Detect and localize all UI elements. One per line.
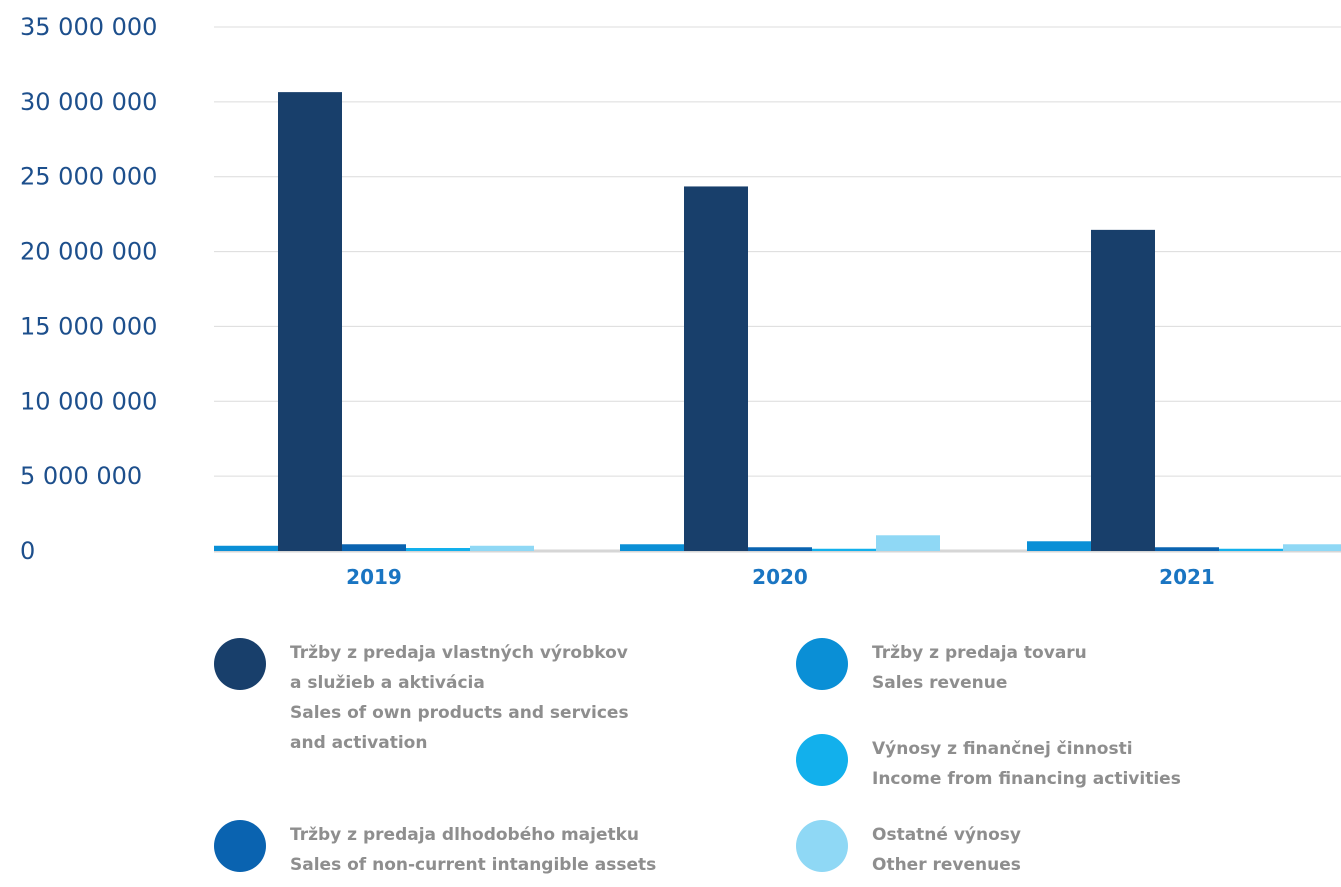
bar-2021-series-2 <box>1155 547 1219 551</box>
legend-label: Tržby z predaja dlhodobého majetku Sales… <box>290 825 657 875</box>
legend-label: Ostatné výnosy Other revenues <box>872 825 1021 875</box>
bar-2021-series-0 <box>1027 541 1091 551</box>
x-tick-label: 2020 <box>752 565 808 589</box>
y-tick-label: 25 000 000 <box>20 163 157 191</box>
bar-2020-series-4 <box>876 535 940 551</box>
legend-item-sales-revenue: Tržby z predaja tovaru Sales revenue <box>796 638 1087 698</box>
legend-swatch <box>796 638 848 690</box>
y-tick-label: 20 000 000 <box>20 238 157 266</box>
y-axis-tick-labels: 0 5 000 000 10 000 000 15 000 000 20 000 000… <box>20 13 157 565</box>
bar-chart: 0 5 000 000 10 000 000 15 000 000 20 000 000… <box>20 13 1341 589</box>
x-tick-label: 2019 <box>346 565 402 589</box>
x-tick-label: 2021 <box>1159 565 1215 589</box>
legend-item-other-revenues: Ostatné výnosy Other revenues <box>796 820 1021 880</box>
legend-swatch <box>214 820 266 872</box>
legend-label: Tržby z predaja vlastných výrobkov a slu… <box>290 643 629 753</box>
bar-2021-series-1 <box>1091 229 1155 551</box>
bar-2020-series-1 <box>684 186 748 551</box>
legend-label: Tržby z predaja tovaru Sales revenue <box>872 643 1087 693</box>
y-tick-label: 0 <box>20 537 35 565</box>
x-axis-tick-labels: 2019 2020 2021 <box>346 565 1215 589</box>
bar-2021-series-3 <box>1219 548 1283 551</box>
legend-item-non-current-assets: Tržby z predaja dlhodobého majetku Sales… <box>214 820 656 880</box>
bar-2019-series-1 <box>278 92 342 551</box>
y-tick-label: 10 000 000 <box>20 387 157 415</box>
bar-2019-series-3 <box>406 548 470 551</box>
legend-item-financing-income: Výnosy z finančnej činnosti Income from … <box>796 734 1181 794</box>
bar-2020-series-0 <box>620 544 684 551</box>
y-tick-label: 15 000 000 <box>20 312 157 340</box>
y-tick-label: 5 000 000 <box>20 462 142 490</box>
bar-2021-series-4 <box>1283 544 1341 551</box>
bar-2020-series-2 <box>748 547 812 551</box>
y-tick-label: 30 000 000 <box>20 88 157 116</box>
bar-2020-series-3 <box>812 548 876 551</box>
legend-swatch <box>796 734 848 786</box>
legend-swatch <box>214 638 266 690</box>
gridlines <box>214 26 1341 553</box>
bar-2019-series-0 <box>214 545 278 551</box>
y-tick-label: 35 000 000 <box>20 13 157 41</box>
legend-item-own-products: Tržby z predaja vlastných výrobkov a slu… <box>214 638 629 758</box>
bar-2019-series-2 <box>342 544 406 551</box>
bars <box>214 92 1341 551</box>
bar-2019-series-4 <box>470 545 534 551</box>
legend-swatch <box>796 820 848 872</box>
legend-label: Výnosy z finančnej činnosti Income from … <box>872 739 1181 789</box>
